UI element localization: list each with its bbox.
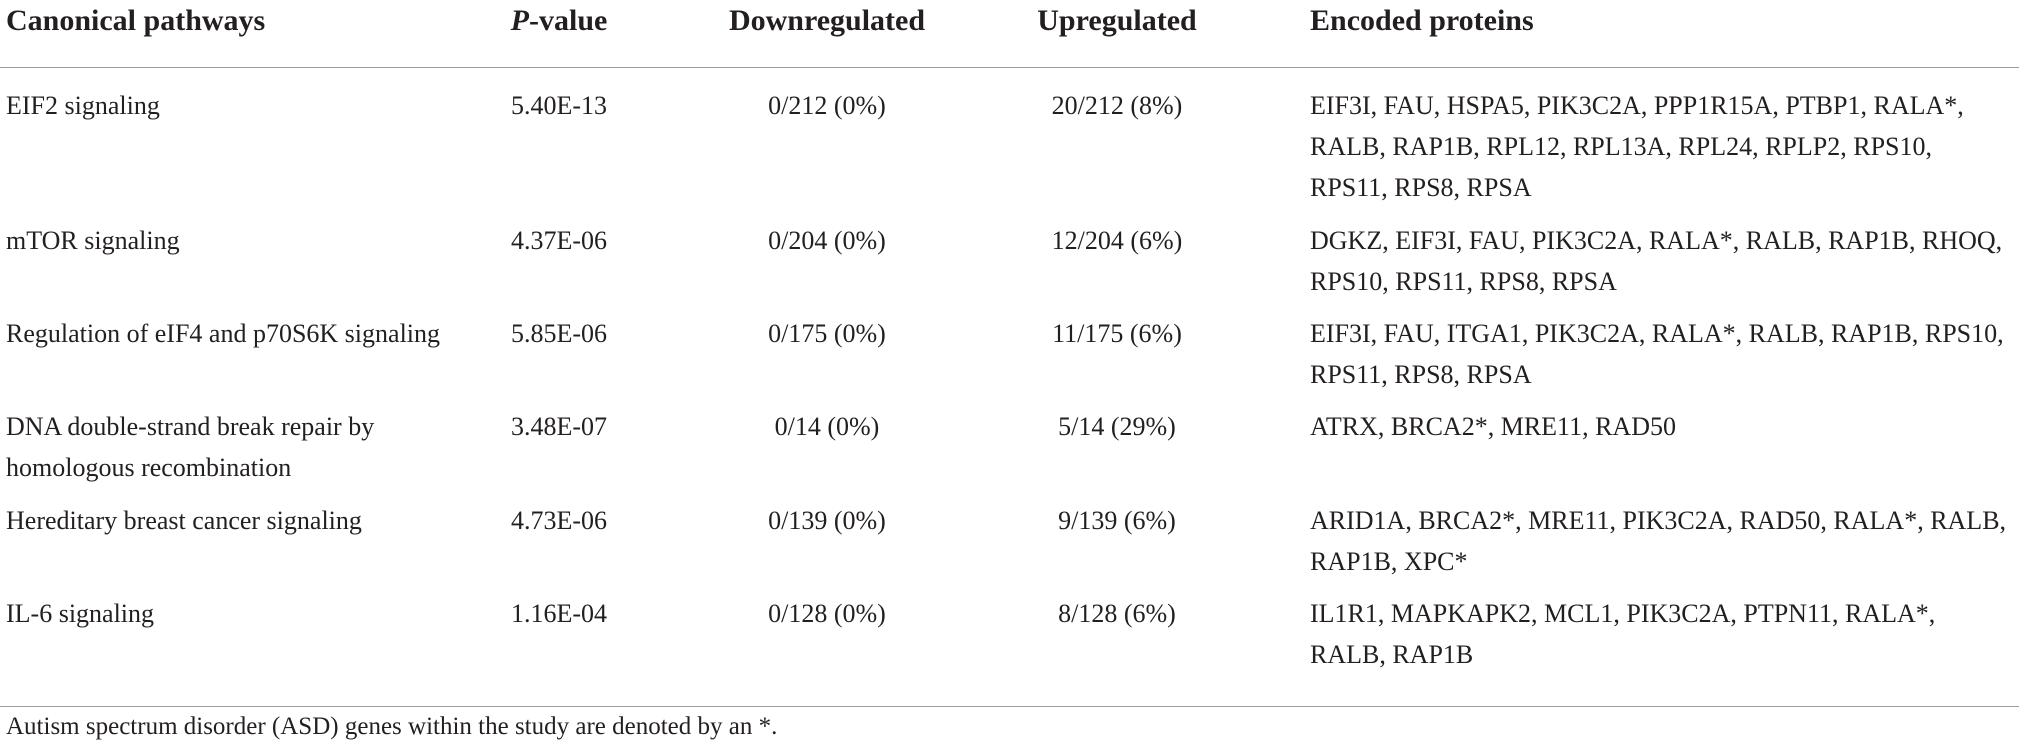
cell-downregulated: 0/204 (0%)	[768, 226, 886, 255]
cell-p-value: 4.37E-06	[510, 226, 608, 255]
table-footnote: Autism spectrum disorder (ASD) genes wit…	[6, 713, 778, 740]
cell-p-value: 4.73E-06	[510, 506, 608, 535]
cell-encoded-proteins: ATRX, BRCA2*, MRE11, RAD50	[1310, 412, 1676, 441]
table-row: DNA double-strand break repair by homolo…	[0, 406, 2019, 500]
table-row: Hereditary breast cancer signaling 4.73E…	[0, 500, 2019, 593]
cell-upregulated: 5/14 (29%)	[1058, 412, 1176, 441]
cell-pathway: IL-6 signaling	[0, 593, 490, 707]
cell-encoded-proteins: DGKZ, EIF3I, FAU, PIK3C2A, RALA*, RALB, …	[1310, 226, 2003, 296]
header-p-italic: P	[510, 4, 529, 37]
cell-p-value: 1.16E-04	[490, 593, 672, 707]
cell-upregulated: 8/128 (6%)	[1008, 593, 1310, 707]
table-row: Regulation of eIF4 and p70S6K signaling …	[0, 313, 2019, 406]
table-row: mTOR signaling 4.37E-06 0/204 (0%) 12/20…	[0, 220, 2019, 313]
cell-encoded-proteins: EIF3I, FAU, HSPA5, PIK3C2A, PPP1R15A, PT…	[1310, 91, 1964, 202]
cell-pathway: Regulation of eIF4 and p70S6K signaling	[6, 319, 441, 348]
header-p-value: P-value	[490, 0, 672, 68]
cell-downregulated: 0/212 (0%)	[768, 91, 886, 120]
cell-downregulated: 0/14 (0%)	[774, 412, 880, 441]
pathway-table-container: Canonical pathways P-value Downregulated…	[0, 0, 2019, 707]
cell-encoded-proteins: IL1R1, MAPKAPK2, MCL1, PIK3C2A, PTPN11, …	[1310, 593, 2019, 707]
cell-encoded-proteins: ARID1A, BRCA2*, MRE11, PIK3C2A, RAD50, R…	[1310, 506, 2007, 576]
cell-pathway: DNA double-strand break repair by homolo…	[6, 412, 375, 482]
header-encoded-proteins: Encoded proteins	[1310, 0, 2019, 68]
header-canonical-pathways: Canonical pathways	[0, 0, 490, 68]
cell-upregulated: 9/139 (6%)	[1058, 506, 1176, 535]
cell-pathway: Hereditary breast cancer signaling	[6, 506, 362, 535]
cell-upregulated: 20/212 (8%)	[1051, 91, 1183, 120]
cell-downregulated: 0/128 (0%)	[672, 593, 1008, 707]
cell-encoded-proteins: EIF3I, FAU, ITGA1, PIK3C2A, RALA*, RALB,…	[1310, 319, 2004, 389]
table-row: EIF2 signaling 5.40E-13 0/212 (0%) 20/21…	[0, 68, 2019, 221]
cell-upregulated: 11/175 (6%)	[1052, 319, 1182, 348]
cell-p-value: 5.40E-13	[510, 91, 608, 120]
canonical-pathways-table: Canonical pathways P-value Downregulated…	[0, 0, 2019, 707]
cell-upregulated: 12/204 (6%)	[1051, 226, 1183, 255]
header-p-suffix: -value	[529, 4, 608, 37]
cell-pathway: mTOR signaling	[6, 226, 180, 255]
cell-downregulated: 0/175 (0%)	[768, 319, 886, 348]
cell-p-value: 5.85E-06	[510, 319, 608, 348]
header-upregulated: Upregulated	[1008, 0, 1310, 68]
header-row: Canonical pathways P-value Downregulated…	[0, 0, 2019, 68]
cell-downregulated: 0/139 (0%)	[768, 506, 886, 535]
header-downregulated: Downregulated	[672, 0, 1008, 68]
table-row: IL-6 signaling 1.16E-04 0/128 (0%) 8/128…	[0, 593, 2019, 707]
cell-p-value: 3.48E-07	[510, 412, 608, 441]
cell-pathway: EIF2 signaling	[6, 91, 160, 120]
